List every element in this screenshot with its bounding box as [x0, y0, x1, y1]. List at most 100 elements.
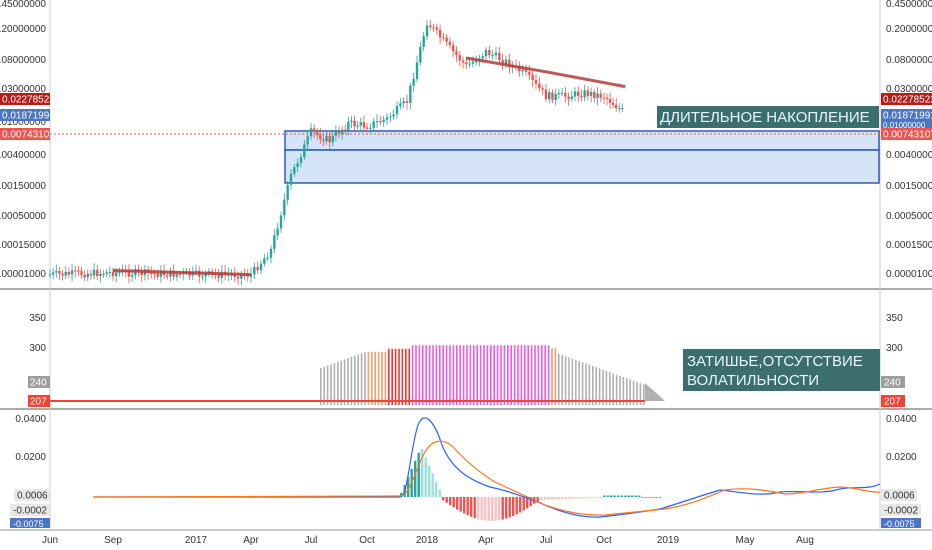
candle-body[interactable] — [334, 131, 338, 136]
candle-body[interactable] — [599, 93, 602, 98]
candle-body[interactable] — [415, 62, 419, 80]
candle-body[interactable] — [96, 269, 99, 277]
moving-average-line[interactable] — [112, 269, 252, 277]
candle-body[interactable] — [273, 235, 276, 249]
candle-body[interactable] — [316, 132, 319, 135]
candle-body[interactable] — [55, 271, 58, 273]
candle-body[interactable] — [541, 88, 544, 90]
candle-body[interactable] — [389, 116, 392, 118]
candle-body[interactable] — [618, 108, 621, 110]
candle-body[interactable] — [266, 257, 269, 259]
candle-body[interactable] — [445, 37, 448, 42]
candle-body[interactable] — [99, 273, 102, 277]
candle-body[interactable] — [353, 120, 356, 127]
candle-body[interactable] — [159, 270, 163, 277]
candle-body[interactable] — [402, 101, 405, 104]
candle-body[interactable] — [303, 144, 306, 158]
candle-body[interactable] — [86, 273, 89, 278]
candle-body[interactable] — [399, 103, 402, 107]
candle-body[interactable] — [61, 273, 64, 276]
candle-body[interactable] — [64, 271, 67, 276]
candle-body[interactable] — [419, 46, 422, 63]
candle-body[interactable] — [548, 92, 551, 100]
candle-body[interactable] — [494, 52, 498, 56]
candle-body[interactable] — [253, 266, 256, 275]
candle-body[interactable] — [375, 121, 379, 123]
candle-body[interactable] — [577, 91, 580, 97]
candle-body[interactable] — [429, 25, 432, 28]
candle-body[interactable] — [296, 163, 299, 168]
candle-body[interactable] — [340, 129, 344, 135]
candle-body[interactable] — [583, 90, 586, 98]
candle-body[interactable] — [531, 74, 534, 81]
candle-body[interactable] — [395, 106, 399, 115]
candle-body[interactable] — [67, 271, 71, 275]
candle-body[interactable] — [461, 60, 465, 63]
candle-body[interactable] — [405, 101, 409, 103]
candle-body[interactable] — [51, 272, 55, 275]
indicator-1-axis[interactable]: 350 300 350 300 240 240 207 207 — [28, 313, 905, 408]
candle-body[interactable] — [438, 29, 442, 38]
candle-body[interactable] — [481, 56, 484, 59]
candle-body[interactable] — [528, 71, 531, 75]
candle-body[interactable] — [422, 36, 425, 47]
candle-body[interactable] — [293, 167, 296, 174]
candle-body[interactable] — [508, 59, 511, 68]
candle-body[interactable] — [455, 51, 458, 56]
candle-body[interactable] — [564, 92, 567, 97]
candle-body[interactable] — [201, 276, 204, 278]
annotation-accumulation-bg[interactable] — [657, 106, 879, 128]
candle-body[interactable] — [269, 248, 273, 258]
candle-body[interactable] — [350, 120, 353, 122]
candle-body[interactable] — [153, 273, 156, 275]
candle-body[interactable] — [89, 273, 93, 276]
candle-body[interactable] — [322, 139, 325, 142]
candle-body[interactable] — [448, 41, 452, 46]
candle-body[interactable] — [359, 122, 362, 126]
candle-body[interactable] — [150, 272, 153, 274]
macd-line[interactable] — [93, 417, 881, 518]
price-axis-left[interactable]: 0.45000000 0.20000000 0.08000000 0.03000… — [0, 0, 46, 280]
candle-body[interactable] — [560, 92, 564, 94]
candle-body[interactable] — [114, 272, 118, 277]
candle-body[interactable] — [567, 96, 570, 100]
candle-body[interactable] — [382, 119, 385, 123]
candle-body[interactable] — [140, 270, 143, 276]
candle-body[interactable] — [435, 27, 439, 30]
candle-body[interactable] — [344, 129, 347, 131]
candle-body[interactable] — [166, 275, 169, 277]
candle-body[interactable] — [319, 134, 322, 140]
candle-body[interactable] — [534, 80, 538, 84]
candle-body[interactable] — [442, 37, 445, 39]
candle-body[interactable] — [557, 93, 561, 95]
candle-body[interactable] — [331, 135, 334, 143]
candle-body[interactable] — [614, 104, 618, 109]
candle-body[interactable] — [491, 55, 494, 57]
candle-body[interactable] — [347, 121, 350, 130]
candle-body[interactable] — [286, 184, 289, 200]
accumulation-zone-lower[interactable] — [284, 149, 880, 184]
candle-body[interactable] — [289, 173, 293, 185]
signal-line[interactable] — [92, 440, 881, 516]
candle-body[interactable] — [605, 97, 609, 100]
candle-body[interactable] — [554, 93, 557, 101]
candle-body[interactable] — [611, 102, 615, 105]
candle-body[interactable] — [111, 271, 115, 277]
candle-body[interactable] — [365, 127, 369, 129]
candle-body[interactable] — [77, 270, 80, 272]
candle-body[interactable] — [573, 91, 577, 97]
candle-body[interactable] — [369, 127, 372, 129]
candle-body[interactable] — [524, 69, 528, 72]
candle-body[interactable] — [312, 128, 316, 133]
candle-body[interactable] — [58, 271, 61, 274]
candle-body[interactable] — [596, 93, 599, 99]
candle-body[interactable] — [263, 258, 266, 264]
candle-body[interactable] — [194, 270, 198, 272]
candle-body[interactable] — [379, 121, 382, 123]
candle-body[interactable] — [325, 135, 328, 142]
candle-body[interactable] — [458, 55, 461, 61]
candle-body[interactable] — [80, 271, 83, 275]
candle-body[interactable] — [538, 83, 541, 89]
candle-body[interactable] — [465, 62, 468, 65]
